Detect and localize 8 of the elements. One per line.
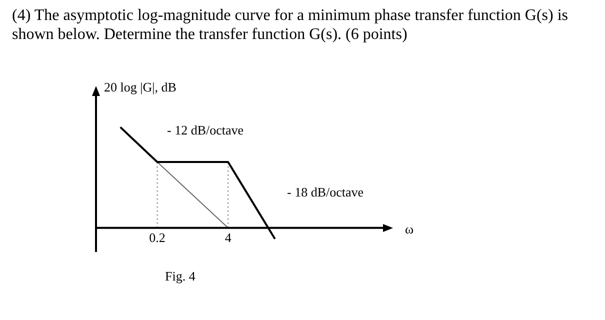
x-tick-label: 0.2 — [149, 230, 166, 246]
x-tick-label: 4 — [224, 230, 232, 246]
annotation: - 12 dB/octave — [167, 122, 244, 138]
chart-title: (4) The asymptotic log-magnitude curve for a minimum phase transfer function G(s) is shown below. Determine the transfer function G(s). (6 points) — [12, 6, 569, 44]
x-axis-title: ω — [405, 221, 414, 236]
annotation: - 18 dB/octave — [287, 184, 364, 200]
y-axis-title: 20 log |G|, dB — [104, 79, 177, 94]
caption: Fig. 4 — [165, 268, 196, 284]
